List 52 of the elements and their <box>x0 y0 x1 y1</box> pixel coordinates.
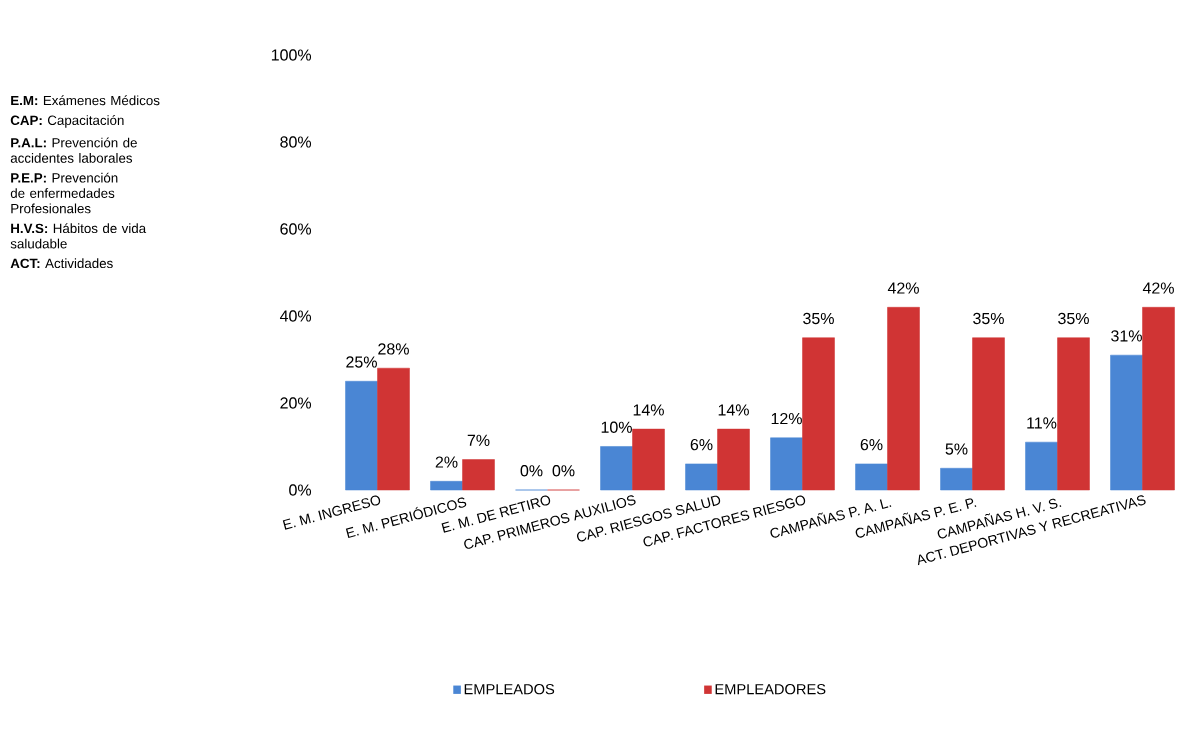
bar <box>685 463 718 491</box>
data-label: 7% <box>467 434 490 446</box>
bar <box>717 428 750 491</box>
bar <box>887 307 920 491</box>
bar <box>600 446 633 491</box>
data-label: 14% <box>718 404 749 416</box>
bar <box>802 337 835 491</box>
data-label: 42% <box>1142 282 1174 294</box>
y-tick-label: 40% <box>279 310 312 322</box>
text: P.E.P: Prevención de enfermedades Profesionales <box>10 172 118 214</box>
y-tick-label: 0% <box>289 484 312 496</box>
data-label: 11% <box>1027 417 1057 429</box>
bar <box>430 481 463 491</box>
data-label: 35% <box>1058 312 1089 325</box>
text: ACT: Actividades <box>10 258 113 269</box>
y-tick-label: 60% <box>280 223 312 235</box>
data-label: 6% <box>690 438 713 451</box>
text: P.A.L: Prevención de accidentes laborales <box>10 137 137 163</box>
data-label: 6% <box>860 438 883 451</box>
data-label: 14% <box>633 404 664 416</box>
bar <box>462 459 495 491</box>
data-label: 42% <box>887 282 919 294</box>
data-label: 35% <box>803 312 834 325</box>
bar <box>345 380 378 491</box>
data-label: 28% <box>378 343 409 355</box>
legend-label: EMPLEADORES <box>715 684 826 695</box>
data-label: 0% <box>552 465 575 477</box>
data-label: 0% <box>520 465 543 477</box>
bar <box>632 428 665 491</box>
bar <box>770 437 803 491</box>
bar <box>1110 354 1143 491</box>
text: CAP: Capacitación <box>10 115 124 128</box>
data-label: 12% <box>771 412 802 425</box>
bar <box>1057 337 1090 491</box>
y-tick-label: 20% <box>280 397 312 409</box>
data-label: 25% <box>346 356 377 368</box>
data-label: 5% <box>945 443 968 455</box>
bar <box>940 467 973 491</box>
bar <box>855 463 888 491</box>
y-tick-label: 80% <box>280 136 312 148</box>
text: E.M: Exámenes Médicos <box>11 95 160 106</box>
data-label: 2% <box>435 456 458 468</box>
bar <box>972 337 1005 491</box>
y-tick-label: 100% <box>271 49 312 61</box>
data-label: 10% <box>601 421 632 433</box>
bar <box>1025 441 1058 491</box>
bar <box>377 367 410 491</box>
text: H.V.S: Hábitos de vida saludable <box>10 223 147 249</box>
data-label: 31% <box>1111 330 1142 342</box>
bar <box>1142 307 1175 491</box>
data-label: 35% <box>973 312 1004 325</box>
legend-label: EMPLEADOS <box>464 684 555 695</box>
